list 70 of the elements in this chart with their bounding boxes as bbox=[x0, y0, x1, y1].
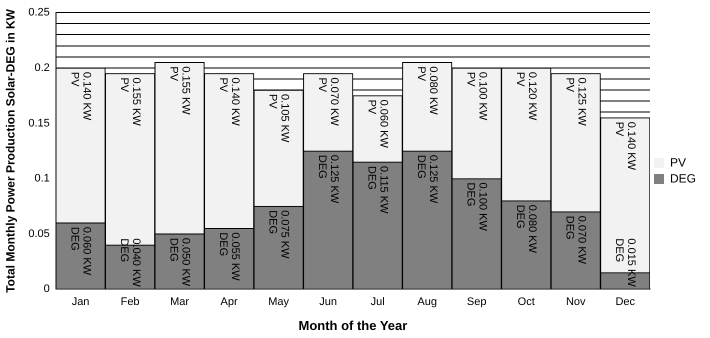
y-tick-label: 0 bbox=[44, 283, 50, 296]
x-tick-label: Aug bbox=[417, 296, 437, 308]
text: PV bbox=[217, 77, 230, 92]
text: DEG bbox=[316, 154, 328, 179]
data-label: 0.060 KW bbox=[80, 226, 93, 276]
x-tick-label: Jul bbox=[370, 296, 385, 308]
y-tick-label: 0.2 bbox=[34, 62, 50, 74]
text: PV bbox=[316, 77, 328, 92]
data-label: 0.125 KW bbox=[427, 154, 440, 204]
text: PV bbox=[118, 77, 130, 92]
text: PV bbox=[366, 100, 378, 114]
text: PV bbox=[415, 66, 428, 82]
data-label: 0.140 KW bbox=[625, 122, 638, 171]
data-label: 0.075 KW bbox=[278, 210, 291, 260]
text: DEG bbox=[68, 226, 81, 251]
y-tick-label: 0.25 bbox=[28, 6, 50, 19]
data-label: 0.140 KW bbox=[80, 72, 93, 121]
y-tick-label: 0.15 bbox=[28, 117, 50, 130]
text: DEG bbox=[217, 232, 230, 256]
x-tick-label: May bbox=[268, 296, 290, 308]
text: PV bbox=[464, 72, 477, 87]
text: DEG bbox=[168, 238, 180, 262]
text: DEG bbox=[415, 154, 428, 179]
text: DEG bbox=[514, 204, 526, 229]
text: DEG bbox=[564, 216, 576, 240]
legend-label: PV bbox=[670, 155, 686, 170]
data-label: 0.100 KW bbox=[476, 182, 489, 232]
data-label: 0.070 KW bbox=[328, 77, 340, 126]
x-tick-label: Feb bbox=[120, 296, 140, 308]
x-tick-label: Jun bbox=[319, 296, 338, 308]
x-tick-label: Oct bbox=[518, 296, 535, 308]
data-label: 0.155 KW bbox=[180, 66, 192, 116]
x-tick-label: Sep bbox=[466, 296, 486, 308]
data-label: 0.125 KW bbox=[328, 154, 340, 204]
data-label: 0.060 KW bbox=[378, 100, 390, 148]
text: PV bbox=[68, 72, 81, 87]
text: DEG bbox=[118, 238, 130, 262]
text: PV bbox=[168, 66, 180, 82]
data-label: 0.015 KW bbox=[625, 238, 638, 288]
data-label: 0.115 KW bbox=[378, 166, 390, 214]
data-label: 0.140 KW bbox=[229, 77, 242, 126]
text: PV bbox=[564, 77, 576, 92]
y-tick-label: 0.1 bbox=[34, 172, 50, 185]
data-label: 0.125 KW bbox=[576, 77, 588, 126]
y-tick-label: 0.05 bbox=[28, 228, 50, 240]
text: DEG bbox=[366, 166, 378, 190]
data-label: 0.120 KW bbox=[526, 72, 538, 121]
text: PV bbox=[613, 122, 626, 136]
x-axis-title: Month of the Year bbox=[298, 318, 408, 333]
x-tick-label: Mar bbox=[170, 296, 190, 308]
text: DEG bbox=[464, 182, 477, 206]
data-label: 0.080 KW bbox=[526, 204, 538, 254]
x-tick-label: Dec bbox=[615, 296, 636, 308]
data-label: 0.050 KW bbox=[180, 238, 192, 287]
x-tick-label: Jan bbox=[72, 296, 90, 308]
data-label: 0.100 KW bbox=[476, 72, 489, 121]
x-tick-label: Apr bbox=[220, 296, 238, 308]
x-tick-label: Nov bbox=[566, 296, 586, 308]
text: DEG bbox=[266, 210, 279, 234]
text: PV bbox=[514, 72, 526, 87]
data-label: 0.155 KW bbox=[130, 77, 142, 126]
data-label: 0.070 KW bbox=[576, 216, 588, 265]
data-label: 0.040 KW bbox=[130, 238, 142, 288]
y-axis-title: Total Monthly Power Production Solar-DEG in KW bbox=[4, 8, 18, 293]
data-label: 0.105 KW bbox=[278, 94, 291, 143]
text: PV bbox=[266, 94, 279, 109]
legend-label: DEG bbox=[670, 171, 696, 186]
data-label: 0.055 KW bbox=[229, 232, 242, 282]
text: DEG bbox=[613, 238, 626, 262]
data-label: 0.080 KW bbox=[427, 66, 440, 116]
